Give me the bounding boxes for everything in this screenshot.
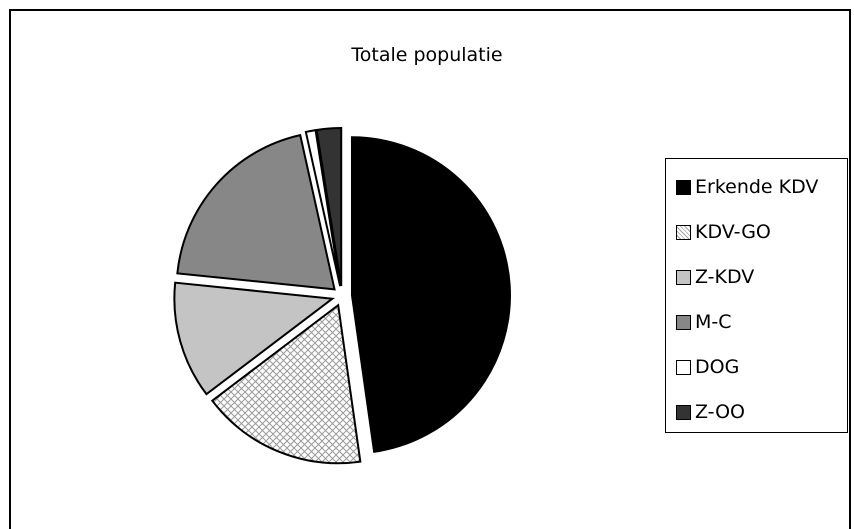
legend-swatch	[676, 179, 691, 195]
legend-item-z-kdv: Z-KDV	[676, 265, 754, 289]
legend-item-kdv-go: KDV-GO	[676, 220, 771, 244]
legend-label: M-C	[695, 311, 732, 333]
pie-slice-z-oo	[315, 127, 343, 287]
pie-slice-dog	[304, 128, 342, 287]
legend-item-dog: DOG	[676, 355, 739, 379]
pie-slice-erkende-kdv	[350, 136, 511, 453]
legend-item-erkende-kdv: Erkende KDV	[676, 175, 818, 199]
pie-slice-m-c	[176, 133, 336, 291]
legend-swatch	[676, 314, 691, 330]
chart-title: Totale populatie	[351, 44, 503, 66]
legend-label: Erkende KDV	[695, 176, 819, 198]
chart-frame	[9, 9, 851, 529]
legend-label: Z-KDV	[695, 266, 755, 288]
legend-swatch	[676, 359, 691, 375]
legend-label: DOG	[695, 356, 740, 378]
legend-swatch	[676, 269, 691, 285]
pie-slice-z-kdv	[173, 281, 335, 396]
legend-label: KDV-GO	[695, 221, 771, 243]
legend-swatch	[676, 404, 691, 420]
pie-chart	[173, 127, 511, 465]
pie-slice-kdv-go	[210, 303, 362, 465]
legend-item-z-oo: Z-OO	[676, 400, 745, 424]
legend-swatch	[676, 224, 691, 240]
legend: Erkende KDV KDV-GO Z-KDV M-C DOG Z-OO	[665, 158, 848, 433]
legend-item-m-c: M-C	[676, 310, 732, 334]
legend-label: Z-OO	[695, 401, 745, 423]
